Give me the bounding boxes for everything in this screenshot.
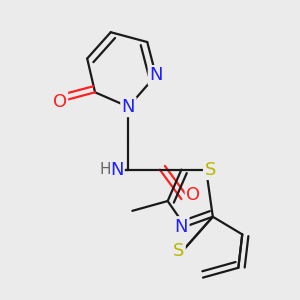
Text: O: O (186, 186, 200, 204)
Text: N: N (110, 160, 123, 178)
Text: N: N (122, 98, 135, 116)
Text: N: N (149, 66, 163, 84)
Text: O: O (52, 93, 67, 111)
Text: S: S (173, 242, 184, 260)
Text: H: H (99, 162, 111, 177)
Text: N: N (175, 218, 188, 236)
Text: S: S (204, 160, 216, 178)
